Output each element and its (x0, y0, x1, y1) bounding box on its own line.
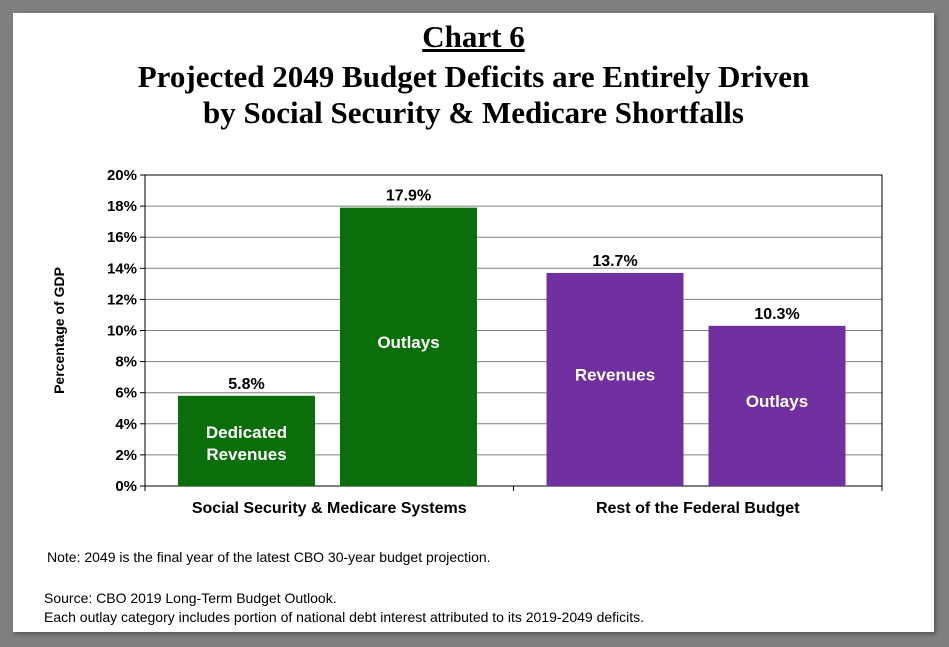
bar-inner-label: Outlays (377, 333, 439, 352)
chart-title-line-1: Projected 2049 Budget Deficits are Entir… (137, 59, 810, 94)
chart-title-line-2: by Social Security & Medicare Shortfalls (202, 95, 744, 130)
y-axis-title: Percentage of GDP (51, 267, 67, 394)
y-tick-label: 6% (115, 385, 137, 402)
bar (340, 207, 477, 486)
bar (708, 325, 846, 486)
x-category-label: Rest of the Federal Budget (596, 500, 800, 517)
data-label: 10.3% (754, 306, 799, 323)
y-tick-label: 16% (107, 229, 137, 246)
y-tick-label: 20% (107, 167, 137, 184)
y-tick-label: 8% (115, 354, 137, 371)
y-tick-label: 18% (107, 198, 137, 215)
note-text: Note: 2049 is the final year of the late… (47, 549, 491, 565)
source-text: Source: CBO 2019 Long-Term Budget Outloo… (44, 590, 337, 606)
y-tick-label: 12% (107, 291, 137, 308)
data-label: 5.8% (228, 376, 264, 393)
bar-inner-label: Outlays (746, 392, 808, 411)
data-label: 13.7% (592, 253, 637, 270)
bar-inner-label: Dedicated (206, 423, 287, 442)
x-category-label: Social Security & Medicare Systems (192, 500, 467, 517)
outlay-note-text: Each outlay category includes portion of… (44, 609, 645, 625)
bar-inner-label: Revenues (575, 365, 655, 384)
bar (178, 395, 315, 486)
y-tick-label: 14% (107, 260, 137, 277)
y-tick-label: 10% (107, 323, 137, 340)
data-label: 17.9% (386, 188, 431, 205)
chart-frame: Chart 6 Projected 2049 Budget Deficits a… (13, 13, 934, 632)
y-tick-label: 2% (115, 447, 137, 464)
chart-header: Chart 6 (422, 19, 525, 54)
bar-chart: 0% 2% 4% 6% 8% 10% 12% 14% 16% 18% 20% 5.8% Dedicate… (51, 167, 883, 517)
bar (546, 272, 684, 486)
y-tick-label: 0% (115, 478, 137, 495)
bar-inner-label: Revenues (206, 445, 286, 464)
y-tick-label: 4% (115, 416, 137, 433)
